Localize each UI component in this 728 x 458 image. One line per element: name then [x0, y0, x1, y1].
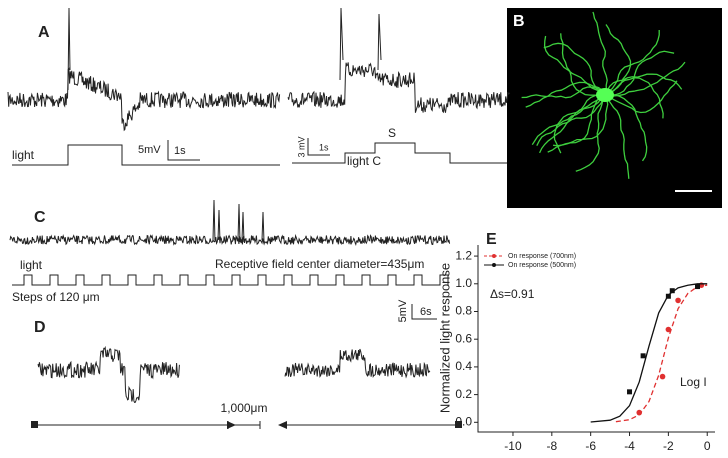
stimulus-trace [12, 144, 280, 166]
stimulus-trace [292, 142, 510, 164]
dendrite [536, 94, 606, 146]
scale-label: 5mV [397, 299, 409, 322]
legend-marker [492, 254, 496, 258]
dendrite [604, 61, 686, 97]
neuron [521, 11, 686, 179]
scale-label: 1,000μm [221, 401, 268, 415]
dendrite [543, 42, 606, 96]
stimulus-trace [12, 274, 449, 286]
panel-label: B [513, 13, 525, 30]
spike [261, 211, 265, 243]
spike [212, 199, 216, 243]
scale-label: 3 mV [296, 136, 306, 157]
y-axis-label: Normalized light response [437, 263, 452, 413]
point [669, 288, 675, 294]
panel-label: A [38, 24, 50, 41]
marker [455, 421, 462, 428]
legend-label: On response (700nm) [508, 253, 576, 260]
dendrite [560, 33, 606, 97]
scale-label: 1s [174, 145, 186, 157]
dendrite [605, 94, 648, 162]
scale-bar [227, 421, 261, 429]
arrow-head [278, 421, 287, 429]
voltage-trace [284, 348, 431, 379]
voltage-trace [339, 7, 382, 81]
y-tick-label: 1.2 [455, 248, 472, 262]
y-tick-label: 0.0 [455, 414, 472, 428]
spike [237, 203, 241, 243]
annotation: Receptive field center diameter=435μm [215, 257, 424, 271]
stimulus-label: light C [347, 154, 381, 168]
voltage-trace [67, 7, 71, 91]
point [640, 353, 646, 359]
scale-bar [167, 140, 200, 161]
dendrite [604, 50, 675, 97]
y-tick-label: 0.4 [455, 359, 472, 373]
axis [477, 245, 715, 433]
y-tick-label: 1.0 [455, 276, 472, 290]
y-tick-label: 0.8 [455, 304, 472, 318]
scale-label: 5mV [138, 144, 161, 156]
x-tick-label: -10 [504, 439, 522, 453]
fit-curve [590, 283, 708, 423]
marker [31, 421, 38, 428]
scale-label: 1s [319, 142, 329, 152]
dendrite [604, 77, 664, 119]
dendrite [539, 94, 606, 154]
point [636, 409, 643, 416]
x-axis-label: Log I [680, 375, 707, 389]
voltage-trace [9, 233, 451, 247]
traces [7, 7, 511, 403]
panel-label: E [486, 231, 497, 248]
voltage-trace [287, 62, 511, 114]
dendrite [604, 73, 683, 96]
fit-curve [615, 284, 708, 423]
y-tick-label: 0.2 [455, 387, 472, 401]
dendrite [543, 35, 606, 96]
voltage-trace [37, 345, 180, 403]
stimulus-label: light [20, 258, 43, 272]
x-tick-label: -4 [624, 439, 635, 453]
point [665, 293, 671, 299]
scale-bar [411, 304, 437, 320]
dendrite [553, 93, 606, 154]
x-tick-label: -6 [585, 439, 596, 453]
soma [596, 88, 614, 102]
panel-label: D [34, 319, 46, 336]
dendrite [604, 80, 678, 114]
scale-bar [307, 138, 330, 156]
dendrite [531, 94, 606, 146]
voltage-trace [7, 67, 281, 132]
legend-label: On response (500nm) [508, 262, 576, 269]
dendrite [521, 86, 606, 99]
point [675, 297, 681, 304]
point [659, 373, 666, 380]
x-tick-label: -8 [546, 439, 557, 453]
annotation: Steps of 120 μm [12, 290, 100, 304]
dendrite [604, 30, 660, 96]
dendrite [575, 94, 606, 172]
dendrite [604, 94, 630, 179]
chart: 0.0 0.2 0.4 0.6 0.8 1.0 1.2 -10 -8 -6 -4 -2 0 Normali… [437, 245, 715, 453]
panel-label: C [34, 209, 46, 226]
y-tick-label: 0.6 [455, 331, 472, 345]
dendrite [525, 81, 606, 108]
scale-label: 6s [420, 306, 432, 318]
x-tick-label: 0 [704, 439, 711, 453]
point [627, 389, 633, 395]
spike [241, 211, 245, 243]
stimulus-label: S [388, 126, 396, 140]
legend-marker [492, 263, 496, 267]
point [665, 326, 672, 333]
stimulus-label: light [12, 148, 35, 162]
spike [217, 209, 221, 243]
dendrite [592, 11, 608, 96]
point [695, 284, 701, 290]
x-tick-label: -2 [663, 439, 674, 453]
annotation: Δs=0.91 [490, 287, 535, 301]
dendrite [604, 24, 632, 96]
